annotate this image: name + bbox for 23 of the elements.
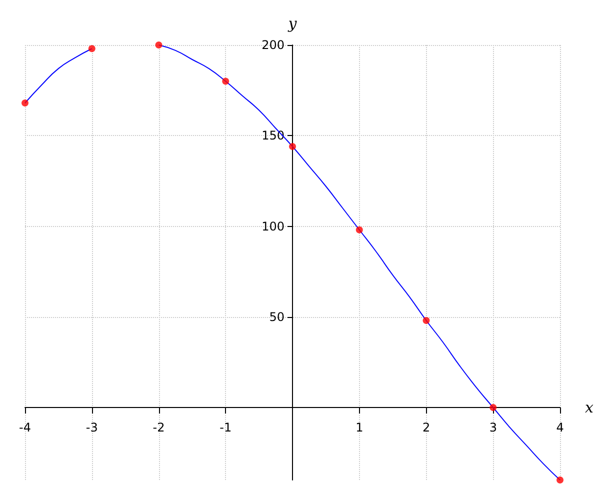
- y-tick-label: 150: [262, 128, 284, 143]
- point: [155, 42, 162, 48]
- y-tick-label: 200: [262, 38, 284, 52]
- point: [289, 143, 296, 150]
- x-axis-title: x: [585, 398, 594, 416]
- point: [88, 45, 96, 52]
- point: [356, 226, 363, 234]
- x-tick-label: 2: [422, 420, 430, 434]
- x-tick-label: -4: [19, 420, 31, 434]
- point: [222, 78, 230, 85]
- y-axis-title: y: [287, 14, 298, 32]
- point: [422, 317, 430, 324]
- x-tick-label: 3: [489, 420, 497, 434]
- x-tick-label: 1: [356, 420, 364, 434]
- x-tick-label: -1: [220, 420, 232, 434]
- x-tick-label: -2: [152, 420, 165, 434]
- point: [490, 404, 497, 411]
- point: [556, 476, 564, 484]
- y-tick-label: 50: [269, 310, 284, 324]
- x-tick-label: -3: [86, 420, 98, 434]
- y-tick-label: 100: [262, 219, 284, 234]
- x-tick-label: 4: [556, 420, 564, 434]
- point: [22, 100, 28, 106]
